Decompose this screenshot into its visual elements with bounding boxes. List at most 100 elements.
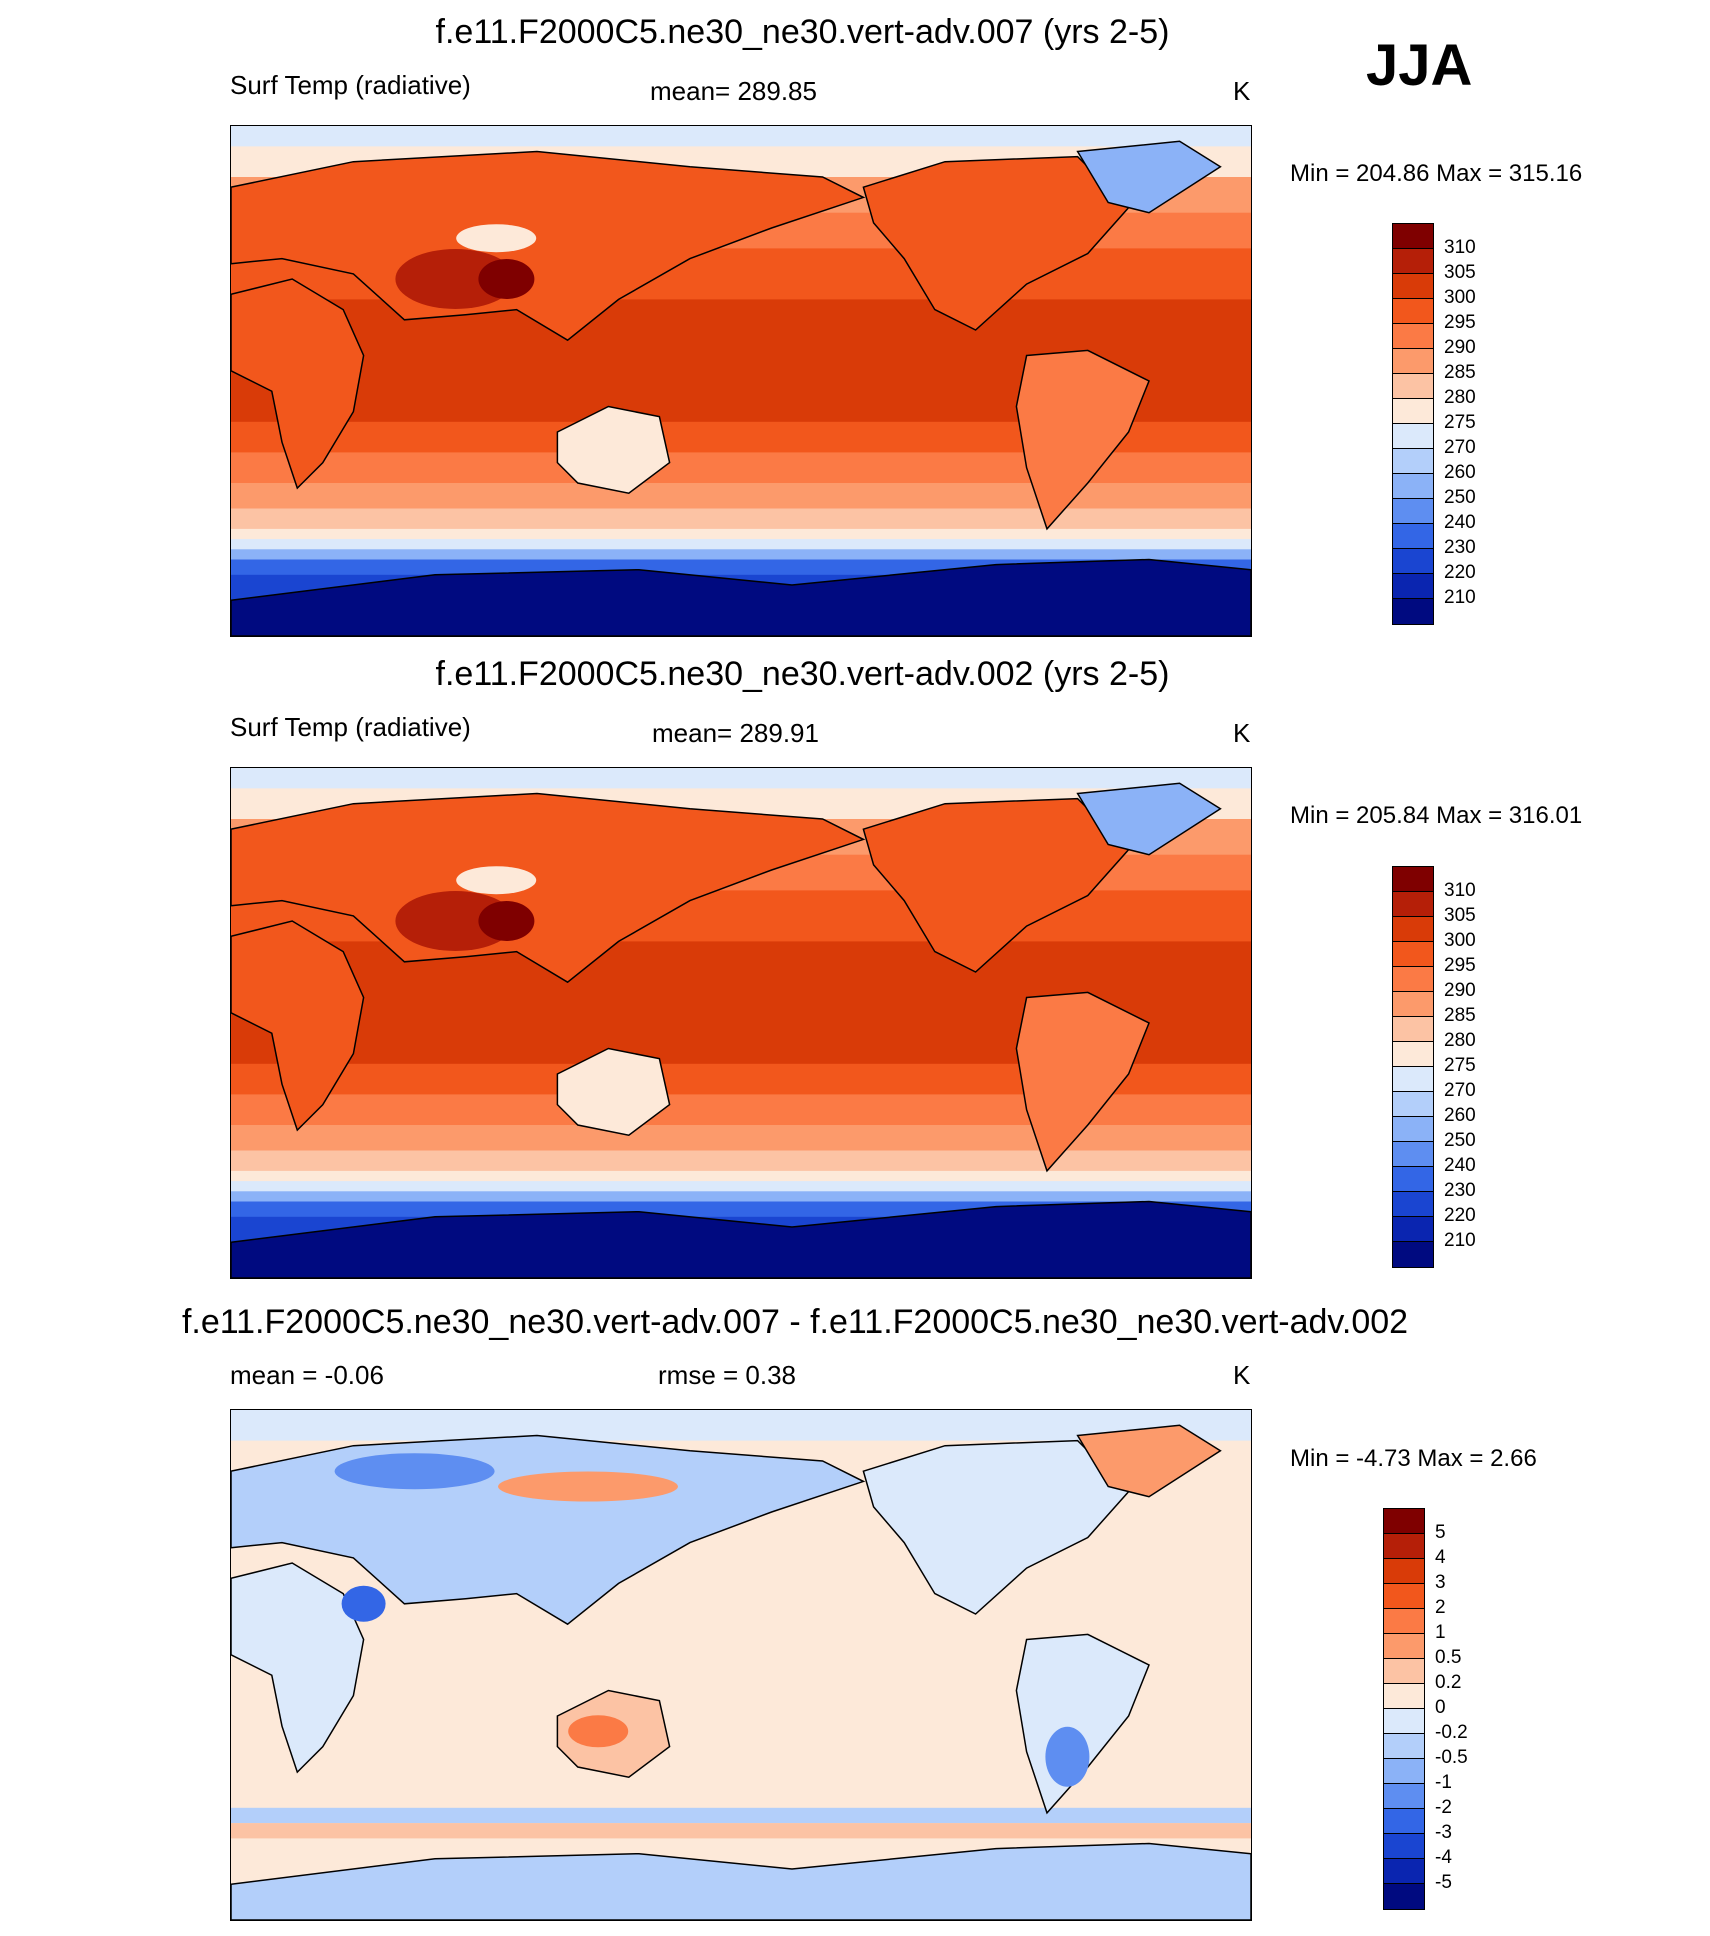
panel-3-units-label: K (1233, 1360, 1251, 1390)
colorbar-tick-label: 305 (1444, 262, 1476, 283)
colorbar-tick-label: 210 (1444, 1230, 1476, 1251)
colorbar-tick-label: 5 (1435, 1522, 1446, 1543)
colorbar-swatch (1392, 573, 1434, 600)
colorbar-swatch (1392, 598, 1434, 625)
colorbar-tick-label: -5 (1435, 1872, 1452, 1893)
colorbar-tick-label: 295 (1444, 955, 1476, 976)
colorbar-swatch (1383, 1708, 1425, 1735)
colorbar-tick-label: 260 (1444, 462, 1476, 483)
panel-2-minmax: Min = 205.84 Max = 316.01 (1290, 802, 1583, 829)
colorbar-swatch (1383, 1583, 1425, 1610)
colorbar-tick-label: -1 (1435, 1772, 1452, 1793)
panel-3-minmax: Min = -4.73 Max = 2.66 (1290, 1445, 1537, 1472)
colorbar-tick-label: 250 (1444, 487, 1476, 508)
colorbar-swatch (1383, 1808, 1425, 1835)
colorbar-swatch (1392, 991, 1434, 1018)
colorbar-swatch (1392, 891, 1434, 918)
colorbar-swatch (1383, 1783, 1425, 1810)
colorbar-swatch (1383, 1683, 1425, 1710)
colorbar-tick-label: 305 (1444, 905, 1476, 926)
colorbar-swatch (1392, 866, 1434, 893)
colorbar-tick-label: 250 (1444, 1130, 1476, 1151)
colorbar-tick-label: 285 (1444, 1005, 1476, 1026)
colorbar-tick-label: 270 (1444, 1080, 1476, 1101)
panel-2-units-label: K (1233, 718, 1251, 748)
colorbar-tick-label: -4 (1435, 1847, 1452, 1868)
colorbar-swatch (1392, 1041, 1434, 1068)
colorbar-tick-label: 270 (1444, 437, 1476, 458)
colorbar-swatch (1392, 448, 1434, 475)
colorbar-tick-label: 290 (1444, 337, 1476, 358)
colorbar-swatch (1383, 1883, 1425, 1910)
colorbar-swatch (1392, 348, 1434, 375)
colorbar-swatch (1383, 1833, 1425, 1860)
colorbar-tick-label: 280 (1444, 387, 1476, 408)
colorbar-swatch (1392, 548, 1434, 575)
colorbar-swatch (1392, 1166, 1434, 1193)
colorbar-swatch (1392, 373, 1434, 400)
colorbar-tick-label: 295 (1444, 312, 1476, 333)
colorbar-swatch (1392, 941, 1434, 968)
colorbar-swatch (1392, 298, 1434, 325)
colorbar-swatch (1392, 1191, 1434, 1218)
colorbar-tick-label: 4 (1435, 1547, 1446, 1568)
colorbar-swatch (1383, 1608, 1425, 1635)
colorbar-tick-label: -2 (1435, 1797, 1452, 1818)
colorbar-tick-label: 260 (1444, 1105, 1476, 1126)
colorbar-tick-label: 300 (1444, 287, 1476, 308)
colorbar-swatch (1383, 1558, 1425, 1585)
colorbar-tick-label: 1 (1435, 1622, 1446, 1643)
panel-1-minmax: Min = 204.86 Max = 315.16 (1290, 160, 1583, 187)
colorbar-tick-label: 220 (1444, 562, 1476, 583)
panel-3-mean-label: mean = -0.06 (230, 1360, 384, 1390)
colorbar-swatch (1383, 1858, 1425, 1885)
colorbar-swatch (1392, 1216, 1434, 1243)
colorbar-tick-label: 230 (1444, 537, 1476, 558)
colorbar-swatch (1383, 1758, 1425, 1785)
panel-1-variable-label: Surf Temp (radiative) (230, 70, 471, 100)
colorbar-tick-label: 0 (1435, 1697, 1446, 1718)
colorbar-tick-label: -0.5 (1435, 1747, 1468, 1768)
panel-3-rmse-label: rmse = 0.38 (658, 1360, 797, 1390)
colorbar-swatch (1392, 1241, 1434, 1268)
colorbar-swatch (1392, 1091, 1434, 1118)
colorbar-tick-label: 310 (1444, 880, 1476, 901)
colorbar-tick-label: 0.5 (1435, 1647, 1462, 1668)
colorbar-swatch (1392, 398, 1434, 425)
panel-2-variable-label: Surf Temp (radiative) (230, 712, 471, 742)
colorbar-tick-label: 0.2 (1435, 1672, 1462, 1693)
colorbar-swatch (1392, 1066, 1434, 1093)
colorbar-tick-label: 310 (1444, 237, 1476, 258)
colorbar-tick-label: 3 (1435, 1572, 1446, 1593)
colorbar-swatch (1392, 223, 1434, 250)
colorbar-swatch (1392, 523, 1434, 550)
colorbar-swatch (1392, 498, 1434, 525)
colorbar-swatch (1392, 248, 1434, 275)
season-label: JJA (1366, 33, 1473, 98)
colorbar-swatch (1392, 273, 1434, 300)
panel-3-title: f.e11.F2000C5.ne30_ne30.vert-adv.007 - f… (181, 1303, 1409, 1341)
colorbar-swatch (1392, 916, 1434, 943)
colorbar-swatch (1392, 473, 1434, 500)
colorbar-tick-label: 280 (1444, 1030, 1476, 1051)
colorbar-tick-label: 2 (1435, 1597, 1446, 1618)
colorbar-swatch (1383, 1508, 1425, 1535)
colorbar-swatch (1383, 1633, 1425, 1660)
colorbar-tick-label: 290 (1444, 980, 1476, 1001)
colorbar-swatch (1392, 966, 1434, 993)
colorbar-swatch (1392, 1141, 1434, 1168)
colorbar-swatch (1392, 1016, 1434, 1043)
colorbar-swatch (1383, 1533, 1425, 1560)
colorbar-tick-label: 285 (1444, 362, 1476, 383)
colorbar-tick-label: 275 (1444, 412, 1476, 433)
colorbar-swatch (1383, 1658, 1425, 1685)
colorbar-tick-label: 240 (1444, 512, 1476, 533)
panel-1-units-label: K (1233, 76, 1251, 106)
colorbar-tick-label: -3 (1435, 1822, 1452, 1843)
colorbar-tick-label: 275 (1444, 1055, 1476, 1076)
colorbar-swatch (1383, 1733, 1425, 1760)
colorbar-swatch (1392, 423, 1434, 450)
colorbar-swatch (1392, 1116, 1434, 1143)
panel-1-title: f.e11.F2000C5.ne30_ne30.vert-adv.007 (yr… (435, 13, 1170, 51)
colorbar-tick-label: 210 (1444, 587, 1476, 608)
